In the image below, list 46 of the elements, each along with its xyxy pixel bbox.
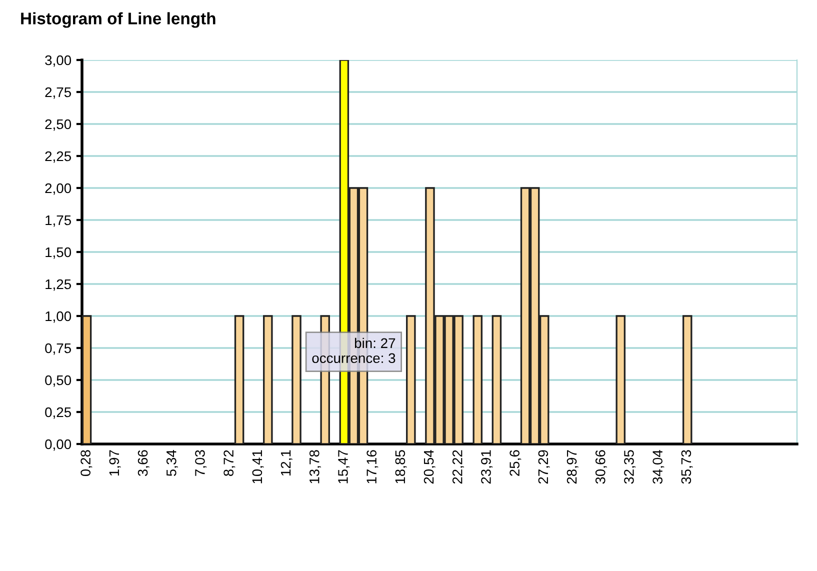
y-tick-label: 3,00	[45, 55, 72, 67]
x-tick-label: 30,66	[595, 450, 607, 484]
y-tick-label: 0,25	[45, 407, 72, 419]
bar	[616, 315, 626, 444]
x-tick-label: 35,73	[681, 450, 693, 484]
x-tick-label: 27,29	[538, 450, 550, 484]
y-tick-label: 0,00	[45, 439, 72, 451]
x-tick-label: 25,6	[510, 450, 522, 476]
bar	[234, 315, 244, 444]
y-tick-label: 1,25	[46, 279, 72, 291]
x-tick-label: 34,04	[652, 450, 664, 484]
x-tick-label: 15,47	[338, 450, 350, 484]
bar	[263, 315, 273, 444]
bar	[292, 315, 302, 444]
y-tick-label: 0,50	[45, 375, 72, 387]
x-tick-label: 3,66	[138, 450, 150, 476]
x-tick-label: 23,91	[481, 450, 493, 484]
x-tick-label: 10,41	[252, 450, 264, 484]
x-tick-label: 5,34	[166, 450, 178, 476]
x-tick-label: 12,1	[280, 450, 292, 476]
x-tick-label: 17,16	[366, 450, 378, 484]
y-tick-label: 1,75	[46, 215, 72, 227]
bar	[492, 315, 502, 444]
y-tick-label: 2,25	[45, 151, 72, 163]
y-tick-label: 2,00	[45, 183, 72, 195]
x-tick-label: 0,28	[80, 450, 92, 476]
x-tick-label: 22,22	[452, 450, 464, 484]
y-tick-label: 2,50	[45, 119, 72, 131]
y-tick-label: 1,50	[46, 247, 72, 259]
x-tick-label: 13,78	[309, 450, 321, 484]
x-tick-label: 1,97	[109, 450, 121, 476]
x-tick-label: 7,03	[195, 450, 207, 476]
bar	[406, 315, 416, 444]
x-tick-label: 18,85	[395, 450, 407, 484]
y-tick-label: 1,00	[46, 311, 72, 323]
chart-title: Histogram of Line length	[21, 12, 216, 28]
x-tick-label: 20,54	[424, 450, 436, 484]
bar	[82, 315, 92, 444]
y-tick-label: 2,75	[45, 87, 72, 99]
x-tick-label: 8,72	[224, 450, 236, 476]
annotation: bin: 27 occurrence: 3	[312, 338, 396, 364]
y-tick-label: 0,75	[45, 343, 72, 355]
x-tick-label: 32,35	[624, 450, 636, 484]
x-tick-label: 28,97	[566, 450, 578, 484]
bar	[472, 315, 483, 444]
bar	[682, 315, 692, 444]
